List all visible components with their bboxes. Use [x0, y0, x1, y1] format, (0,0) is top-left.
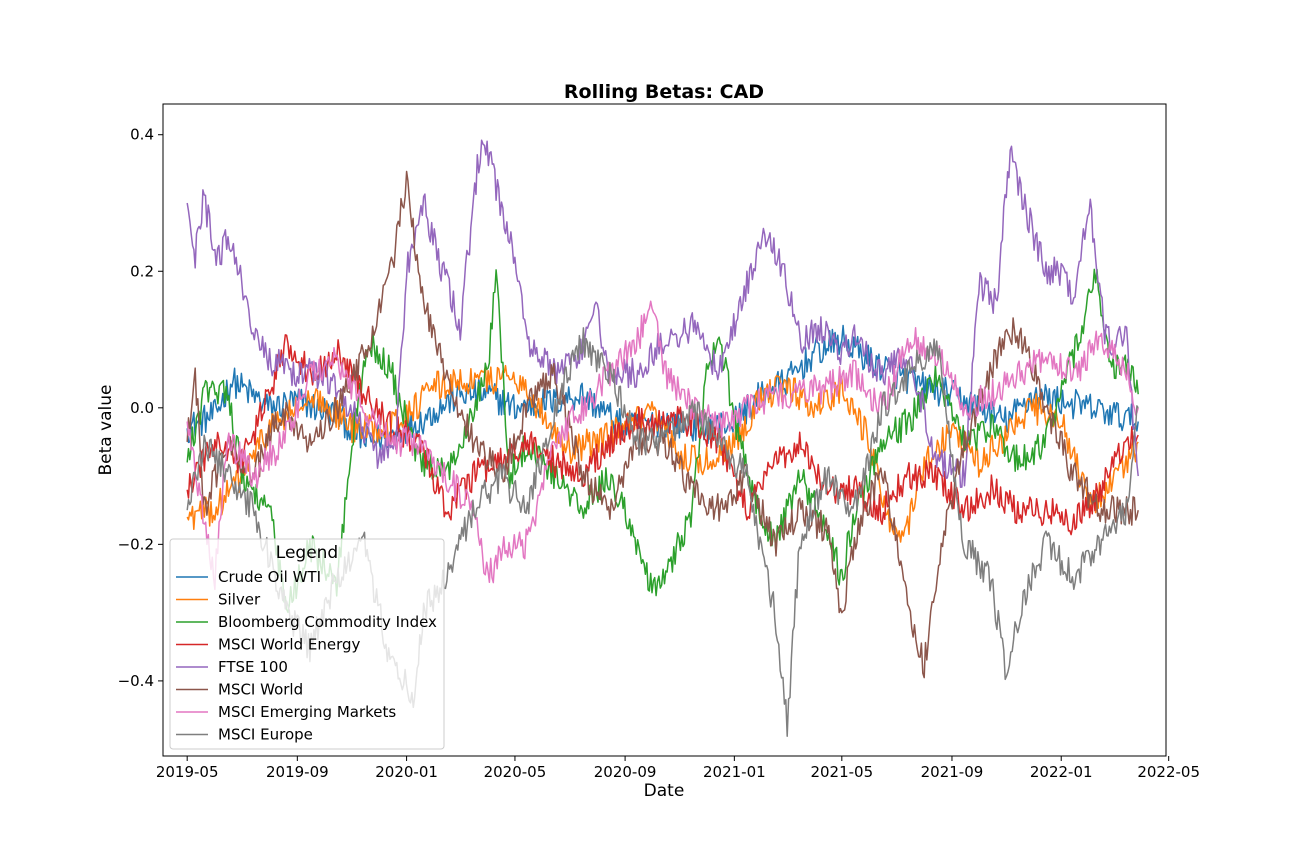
x-axis: 2019-05 2019-09 2020-01 2020-05 2020-09 2021-… [156, 756, 1200, 781]
y-axis-label: Beta value [96, 384, 116, 475]
series-line [186, 268, 1139, 614]
legend-entries: Crude Oil WTI Silver Bloomberg Commodity I… [176, 568, 437, 744]
series-line [186, 334, 1139, 536]
legend: Legend Crude Oil WTI Silver Bloomberg Comm… [169, 538, 445, 750]
series-line [186, 300, 1139, 591]
x-tick-label: 2021-01 [703, 763, 766, 781]
x-axis-label: Date [644, 781, 685, 801]
legend-entry-label: MSCI World Energy [218, 636, 361, 654]
legend-entry-label: Bloomberg Commodity Index [218, 613, 437, 631]
legend-entry-label: Silver [218, 591, 261, 609]
x-tick-label: 2020-09 [594, 763, 657, 781]
x-tick-label: 2020-01 [375, 763, 438, 781]
legend-entry-label: MSCI Emerging Markets [218, 703, 396, 721]
x-tick-label: 2020-05 [484, 763, 547, 781]
x-tick-label: 2019-05 [156, 763, 219, 781]
y-tick-label: 0.2 [130, 262, 154, 280]
legend-entry-label: MSCI World [218, 681, 303, 699]
legend-title: Legend [276, 543, 338, 563]
series-line [186, 139, 1139, 488]
y-tick-label: 0.4 [130, 126, 154, 144]
x-tick-label: 2019-09 [266, 763, 329, 781]
legend-entry-label: MSCI Europe [218, 726, 313, 744]
x-tick-label: 2021-09 [921, 763, 984, 781]
x-tick-label: 2022-05 [1137, 763, 1200, 781]
y-tick-label: −0.4 [118, 672, 154, 690]
legend-box [169, 538, 445, 750]
y-tick-label: 0.0 [130, 399, 154, 417]
chart-title: Rolling Betas: CAD [564, 81, 764, 103]
x-tick-label: 2022-01 [1030, 763, 1093, 781]
legend-entry-label: Crude Oil WTI [218, 568, 321, 586]
y-tick-label: −0.2 [118, 535, 154, 553]
x-tick-label: 2021-05 [810, 763, 873, 781]
plot-border [162, 103, 1167, 757]
legend-entry-label: FTSE 100 [218, 658, 288, 676]
y-axis: −0.4 −0.2 0.0 0.2 0.4 [118, 126, 163, 690]
